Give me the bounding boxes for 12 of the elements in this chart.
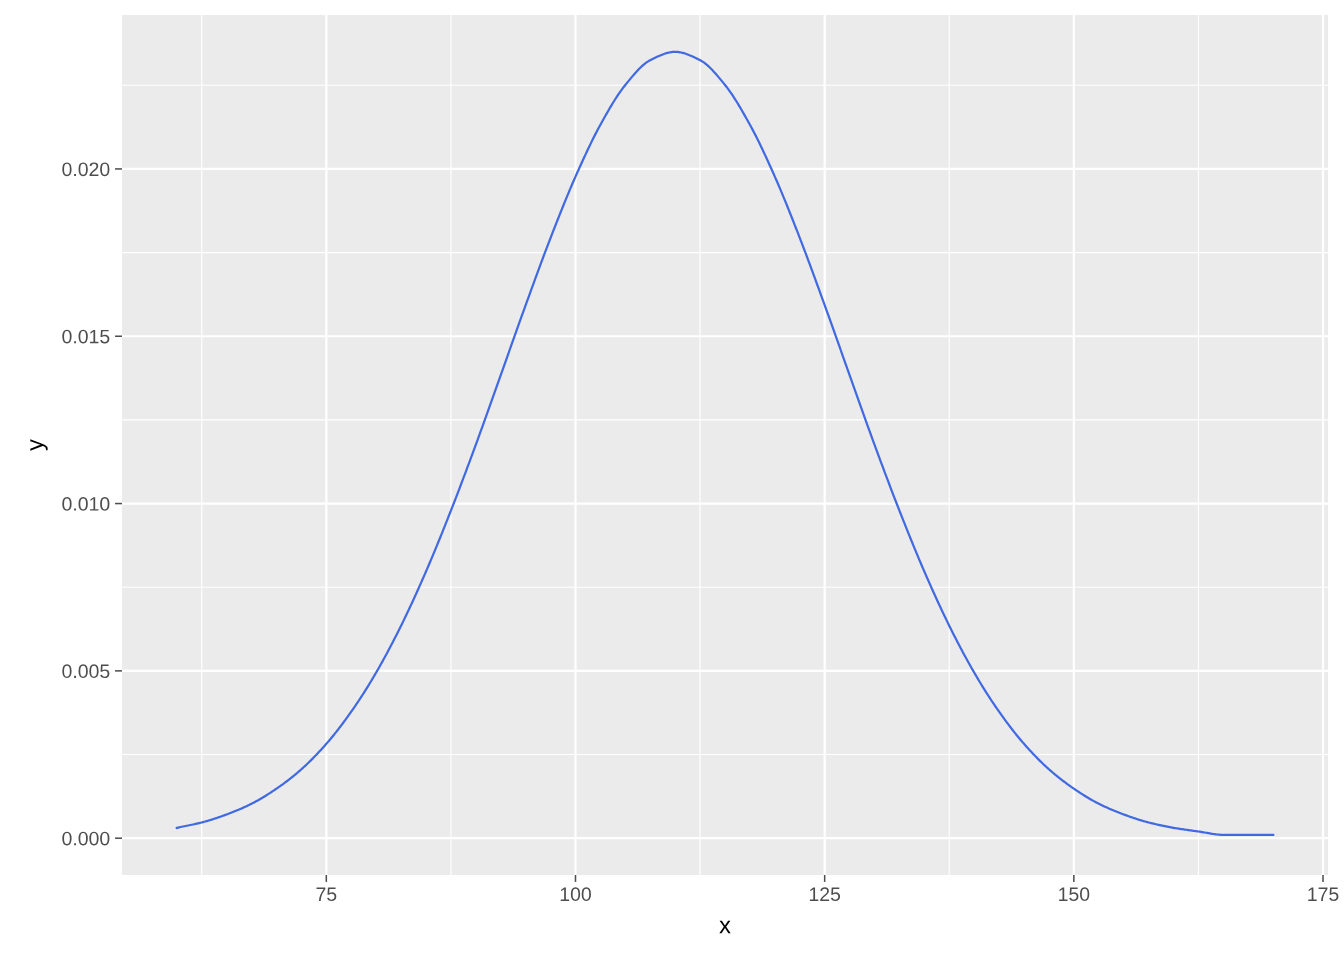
x-tick-label: 125: [809, 887, 841, 902]
y-tick-label: 0.000: [62, 831, 110, 846]
x-tick-label: 175: [1308, 887, 1339, 902]
y-tick-label: 0.015: [62, 329, 110, 344]
y-axis-title: y: [30, 439, 48, 451]
x-axis-title: x: [719, 920, 731, 934]
y-tick-label: 0.010: [62, 497, 110, 511]
x-tick-label: 75: [316, 887, 337, 902]
y-tick-label: 0.020: [62, 162, 110, 177]
x-tick-label: 150: [1059, 887, 1090, 902]
y-tick-label: 0.005: [62, 664, 110, 679]
x-tick-label: 100: [560, 887, 591, 902]
